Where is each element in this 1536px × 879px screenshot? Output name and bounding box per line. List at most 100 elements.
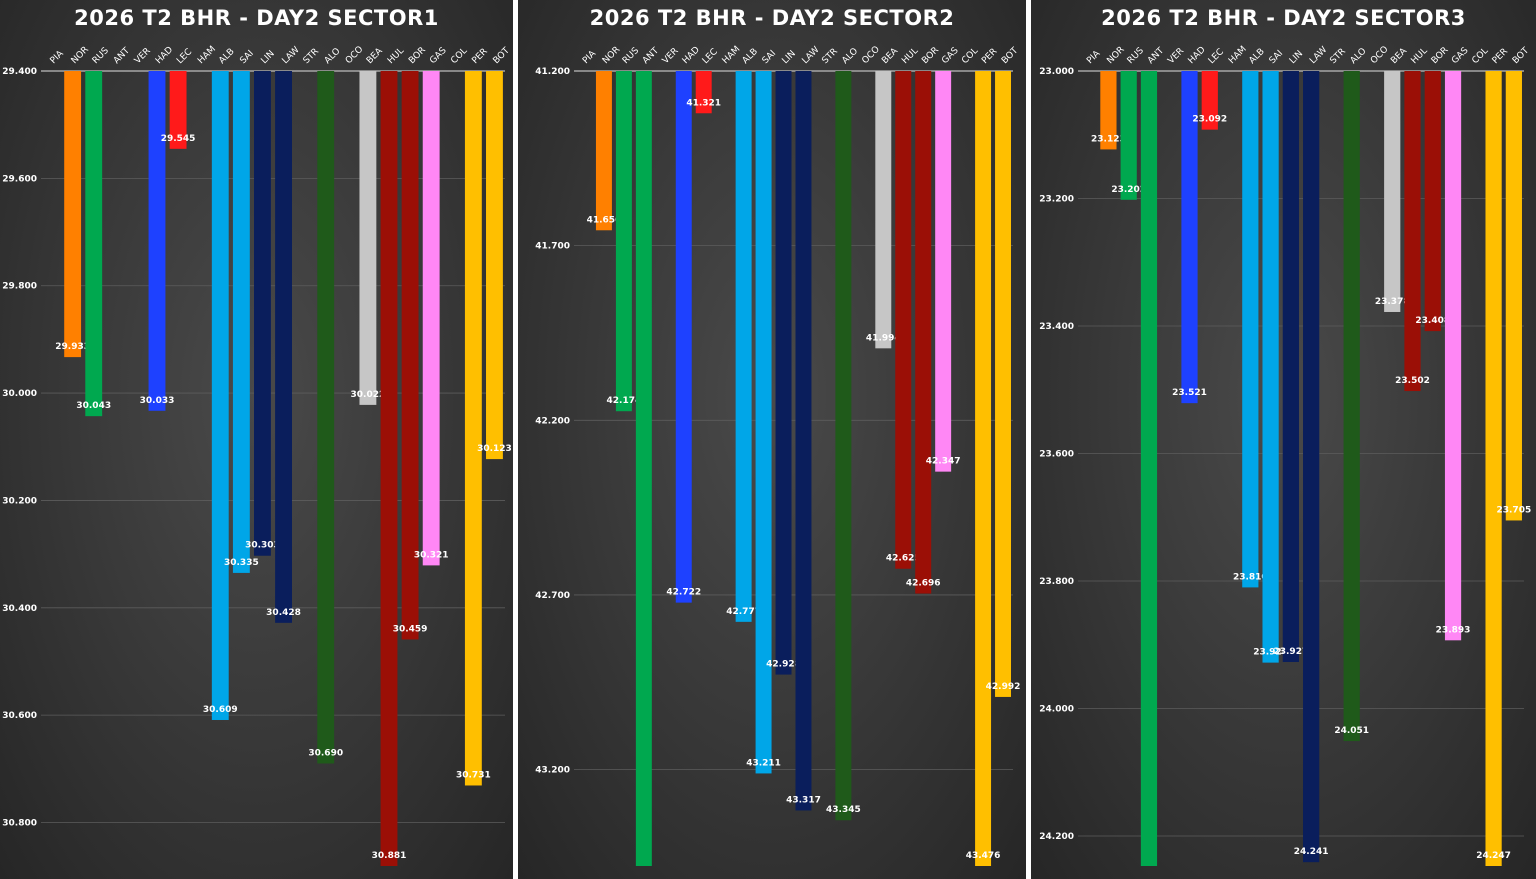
driver-label-rus: RUS	[1126, 46, 1146, 66]
sector2-chart-svg: 41.200 41.700 42.200 42.700 43.200 PIA NOR 41.6…	[535, 44, 1021, 866]
driver-label-law: LAW	[1308, 45, 1329, 66]
driver-label-lec: LEC	[1207, 47, 1226, 66]
sector3-chart-svg: 23.000 23.200 23.400 23.600 23.800 24.000 24.2…	[1039, 44, 1531, 866]
bar-bea	[875, 71, 892, 349]
driver-label-bor: BOR	[407, 45, 428, 66]
driver-label-alb: ALB	[741, 47, 760, 66]
value-label-rus: 42.174	[607, 396, 642, 406]
bar-per	[1485, 71, 1502, 866]
value-label-bot: 30.123	[477, 444, 512, 454]
bar-bot	[486, 71, 503, 460]
driver-label-bea: BEA	[1389, 46, 1409, 66]
y-tick-label: 29.800	[2, 282, 37, 292]
bar-had	[1181, 71, 1198, 404]
driver-label-col: COL	[449, 46, 469, 66]
driver-label-bor: BOR	[1430, 45, 1451, 66]
bar-lec	[695, 71, 712, 114]
driver-label-str: STR	[1328, 47, 1347, 66]
value-label-lec: 23.092	[1192, 115, 1227, 125]
driver-label-per: PER	[470, 47, 489, 66]
y-tick-label: 24.000	[1039, 705, 1074, 715]
y-tick-label: 43.200	[535, 766, 570, 776]
value-label-alo: 24.051	[1334, 726, 1369, 736]
y-tick-label: 30.400	[2, 604, 37, 614]
value-label-law: 30.428	[266, 608, 301, 618]
y-tick-label: 29.600	[2, 174, 37, 184]
value-label-gas: 30.321	[414, 550, 449, 560]
driver-label-oco: OCO	[1369, 45, 1391, 67]
bar-bor	[1424, 71, 1441, 332]
driver-label-ham: HAM	[1227, 44, 1249, 66]
bar-law	[1303, 71, 1320, 863]
value-label-rus: 30.043	[76, 401, 111, 411]
bar-law	[275, 71, 292, 623]
value-label-alo: 30.690	[308, 748, 343, 758]
driver-label-sai: SAI	[1268, 49, 1285, 66]
value-label-gas: 42.347	[926, 457, 961, 467]
driver-label-had: HAD	[1187, 45, 1208, 66]
driver-label-ver: VER	[1166, 46, 1186, 66]
driver-label-oco: OCO	[860, 45, 882, 67]
bar-sai	[1262, 71, 1279, 663]
bar-sai	[755, 71, 772, 774]
bar-rus	[1120, 71, 1137, 200]
bar-alb	[735, 71, 752, 622]
y-tick-label: 42.700	[535, 591, 570, 601]
driver-label-gas: GAS	[428, 46, 449, 67]
driver-label-ham: HAM	[721, 44, 743, 66]
driver-label-gas: GAS	[940, 46, 961, 67]
driver-label-bor: BOR	[920, 45, 941, 66]
sector3-chart-panel: 2026 T2 BHR - DAY2 SECTOR3 23.000 23.200 2…	[1031, 0, 1536, 879]
bar-nor	[595, 71, 612, 231]
bar-hul	[380, 71, 398, 866]
driver-label-ant: ANT	[112, 46, 132, 66]
value-label-sai: 43.211	[746, 758, 781, 768]
driver-label-lin: LIN	[260, 49, 277, 66]
value-label-lec: 41.321	[686, 98, 721, 108]
bar-bot	[995, 71, 1012, 697]
value-label-law: 24.241	[1294, 847, 1329, 857]
driver-label-lec: LEC	[701, 47, 720, 66]
driver-label-ver: VER	[133, 46, 153, 66]
driver-label-per: PER	[1491, 47, 1510, 66]
driver-label-nor: NOR	[1105, 45, 1126, 66]
bar-gas	[422, 71, 440, 566]
driver-label-alb: ALB	[217, 47, 236, 66]
bar-gas	[1444, 71, 1462, 641]
bar-bor	[915, 71, 932, 594]
value-label-had: 42.722	[666, 588, 701, 598]
y-tick-label: 29.400	[2, 67, 37, 77]
value-label-alb: 30.609	[203, 705, 238, 715]
driver-label-lin: LIN	[1288, 49, 1305, 66]
bar-nor	[1100, 71, 1117, 150]
driver-label-oco: OCO	[344, 45, 366, 67]
y-tick-label: 24.200	[1039, 832, 1074, 842]
bar-lec	[169, 71, 187, 149]
driver-label-law: LAW	[281, 45, 302, 66]
y-tick-label: 41.200	[535, 67, 570, 77]
y-tick-label: 30.600	[2, 711, 37, 721]
value-label-sai: 23.928	[1253, 648, 1288, 658]
bar-nor	[64, 71, 82, 358]
bar-alo	[317, 71, 335, 764]
bar-alb	[211, 71, 229, 720]
driver-label-alo: ALO	[323, 46, 343, 66]
driver-label-lec: LEC	[175, 47, 194, 66]
driver-label-rus: RUS	[621, 46, 641, 66]
value-label-had: 30.033	[140, 396, 175, 406]
y-tick-label: 30.000	[2, 389, 37, 399]
y-tick-label: 42.200	[535, 416, 570, 426]
bar-rus	[615, 71, 632, 412]
driver-label-bea: BEA	[365, 46, 385, 66]
sector2-chart-panel: 2026 T2 BHR - DAY2 SECTOR2 41.200 41.700 4…	[518, 0, 1026, 879]
value-label-bor: 30.459	[393, 624, 428, 634]
value-label-lec: 29.545	[161, 134, 196, 144]
driver-label-nor: NOR	[601, 45, 622, 66]
bar-hul	[895, 71, 912, 569]
value-label-nor: 29.933	[55, 342, 90, 352]
bar-rus	[85, 71, 103, 417]
driver-label-alb: ALB	[1247, 47, 1266, 66]
driver-label-lin: LIN	[781, 49, 798, 66]
value-label-bea: 23.378	[1375, 297, 1410, 307]
